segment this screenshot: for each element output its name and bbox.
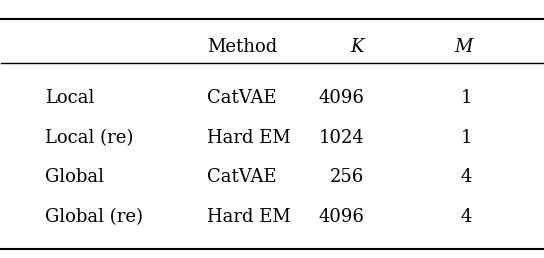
Text: 4: 4 [461, 168, 472, 187]
Text: K: K [350, 38, 364, 56]
Text: Hard EM: Hard EM [207, 129, 291, 147]
Text: 4096: 4096 [318, 89, 364, 107]
Text: 1: 1 [461, 129, 472, 147]
Text: CatVAE: CatVAE [207, 89, 277, 107]
Text: Local (re): Local (re) [45, 129, 133, 147]
Text: 4: 4 [461, 208, 472, 226]
Text: Method: Method [207, 38, 277, 56]
Text: Global (re): Global (re) [45, 208, 143, 226]
Text: 256: 256 [330, 168, 364, 187]
Text: 4096: 4096 [318, 208, 364, 226]
Text: M: M [454, 38, 472, 56]
Text: 1024: 1024 [318, 129, 364, 147]
Text: CatVAE: CatVAE [207, 168, 277, 187]
Text: Hard EM: Hard EM [207, 208, 291, 226]
Text: Global: Global [45, 168, 104, 187]
Text: 1: 1 [461, 89, 472, 107]
Text: Local: Local [45, 89, 94, 107]
